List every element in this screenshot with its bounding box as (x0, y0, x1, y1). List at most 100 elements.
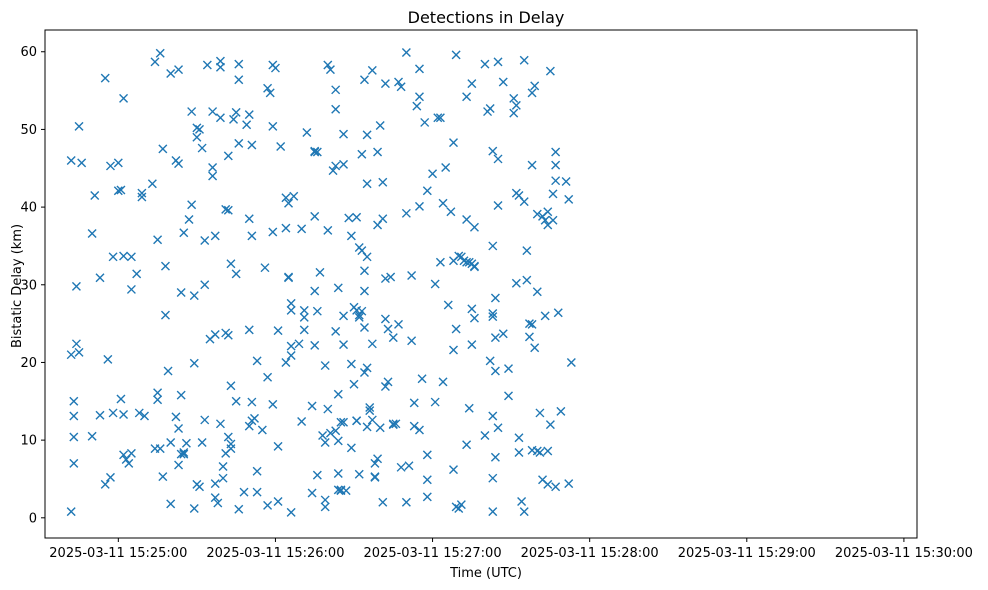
data-point-marker (422, 186, 432, 196)
y-tick-label: 20 (20, 356, 37, 371)
data-point-marker (524, 332, 534, 342)
data-point-marker (357, 306, 367, 316)
data-point-marker (339, 340, 349, 350)
data-point-marker (504, 364, 513, 374)
data-point-marker (281, 193, 291, 203)
data-point-marker (257, 425, 267, 435)
data-point-marker (469, 313, 479, 323)
data-point-marker (462, 257, 472, 267)
data-point-marker (297, 416, 307, 426)
data-point-marker (504, 391, 513, 401)
data-point-marker (210, 479, 220, 489)
data-point-marker (509, 108, 519, 118)
data-point-marker (339, 129, 349, 139)
data-point-marker (312, 147, 322, 157)
data-point-marker (108, 408, 118, 418)
data-point-marker (113, 158, 123, 168)
data-point-marker (312, 470, 322, 480)
data-point-marker (176, 288, 186, 298)
data-point-marker (530, 81, 540, 91)
data-point-marker (409, 421, 419, 431)
data-point-marker (488, 507, 498, 517)
data-point-marker (137, 192, 147, 202)
data-point-marker (488, 312, 498, 322)
data-point-marker (299, 312, 309, 322)
data-point-marker (218, 462, 228, 472)
data-point-marker (69, 432, 79, 442)
data-point-marker (90, 190, 100, 200)
data-point-marker (359, 323, 369, 332)
data-point-marker (362, 252, 372, 262)
data-point-marker (401, 48, 411, 58)
data-point-marker (213, 498, 223, 508)
data-point-marker (286, 305, 296, 315)
data-point-marker (226, 259, 236, 269)
data-point-marker (265, 88, 275, 98)
data-point-marker (223, 205, 233, 215)
data-point-marker (451, 324, 461, 334)
data-point-marker (189, 291, 199, 301)
data-point-marker (396, 82, 406, 92)
x-tick-label: 2025-03-11 15:28:00 (521, 546, 659, 561)
data-point-marker (166, 69, 176, 78)
chart-title: Detections in Delay (408, 8, 565, 27)
data-point-marker (349, 379, 359, 389)
data-point-marker (407, 270, 417, 280)
data-point-marker (331, 85, 341, 95)
data-point-marker (268, 227, 278, 237)
data-point-marker (341, 486, 351, 496)
data-point-marker (268, 399, 278, 409)
data-point-marker (215, 419, 225, 429)
data-point-marker (202, 60, 212, 70)
data-point-marker (404, 461, 414, 471)
x-tick-label: 2025-03-11 15:26:00 (206, 546, 344, 561)
data-point-marker (153, 395, 163, 405)
data-point-marker (174, 423, 184, 433)
data-point-marker (105, 161, 115, 171)
data-point-marker (514, 448, 524, 458)
data-point-marker (354, 310, 364, 320)
data-point-marker (181, 438, 191, 448)
data-point-marker (113, 186, 123, 196)
data-point-marker (119, 450, 129, 460)
data-point-marker (490, 452, 500, 462)
data-point-marker (155, 444, 165, 454)
data-point-marker (333, 283, 343, 293)
data-point-marker (210, 329, 220, 339)
data-point-marker (412, 101, 422, 111)
data-point-marker (527, 88, 537, 98)
data-point-marker (449, 465, 458, 475)
data-point-marker (124, 458, 134, 468)
data-point-marker (244, 421, 254, 431)
data-point-marker (312, 306, 322, 316)
data-point-marker (184, 215, 194, 225)
data-point-marker (331, 161, 341, 171)
data-point-marker (456, 500, 466, 510)
data-point-marker (362, 130, 372, 140)
data-point-marker (527, 319, 537, 329)
data-point-marker (320, 502, 330, 512)
data-point-marker (346, 359, 356, 369)
data-point-marker (310, 340, 320, 350)
data-point-marker (134, 408, 144, 418)
data-point-marker (359, 75, 369, 85)
data-point-marker (226, 381, 236, 391)
data-point-marker (318, 430, 328, 440)
data-point-marker (242, 120, 252, 130)
data-point-marker (545, 420, 555, 430)
data-point-marker (244, 214, 254, 224)
data-point-marker (66, 507, 76, 517)
y-axis-ticks: 0 10 20 30 40 50 60 (20, 45, 45, 526)
y-tick-label: 60 (20, 45, 37, 60)
y-axis-label: Bistatic Delay (km) (10, 224, 25, 348)
data-point-marker (373, 454, 383, 464)
data-point-marker (119, 251, 129, 261)
data-point-marker (284, 198, 294, 208)
data-point-marker (333, 436, 343, 446)
data-point-marker (551, 147, 561, 157)
data-point-marker (543, 479, 553, 489)
data-point-marker (176, 449, 186, 459)
data-point-marker (386, 272, 396, 282)
data-point-marker (210, 493, 220, 503)
data-point-marker (449, 345, 458, 355)
